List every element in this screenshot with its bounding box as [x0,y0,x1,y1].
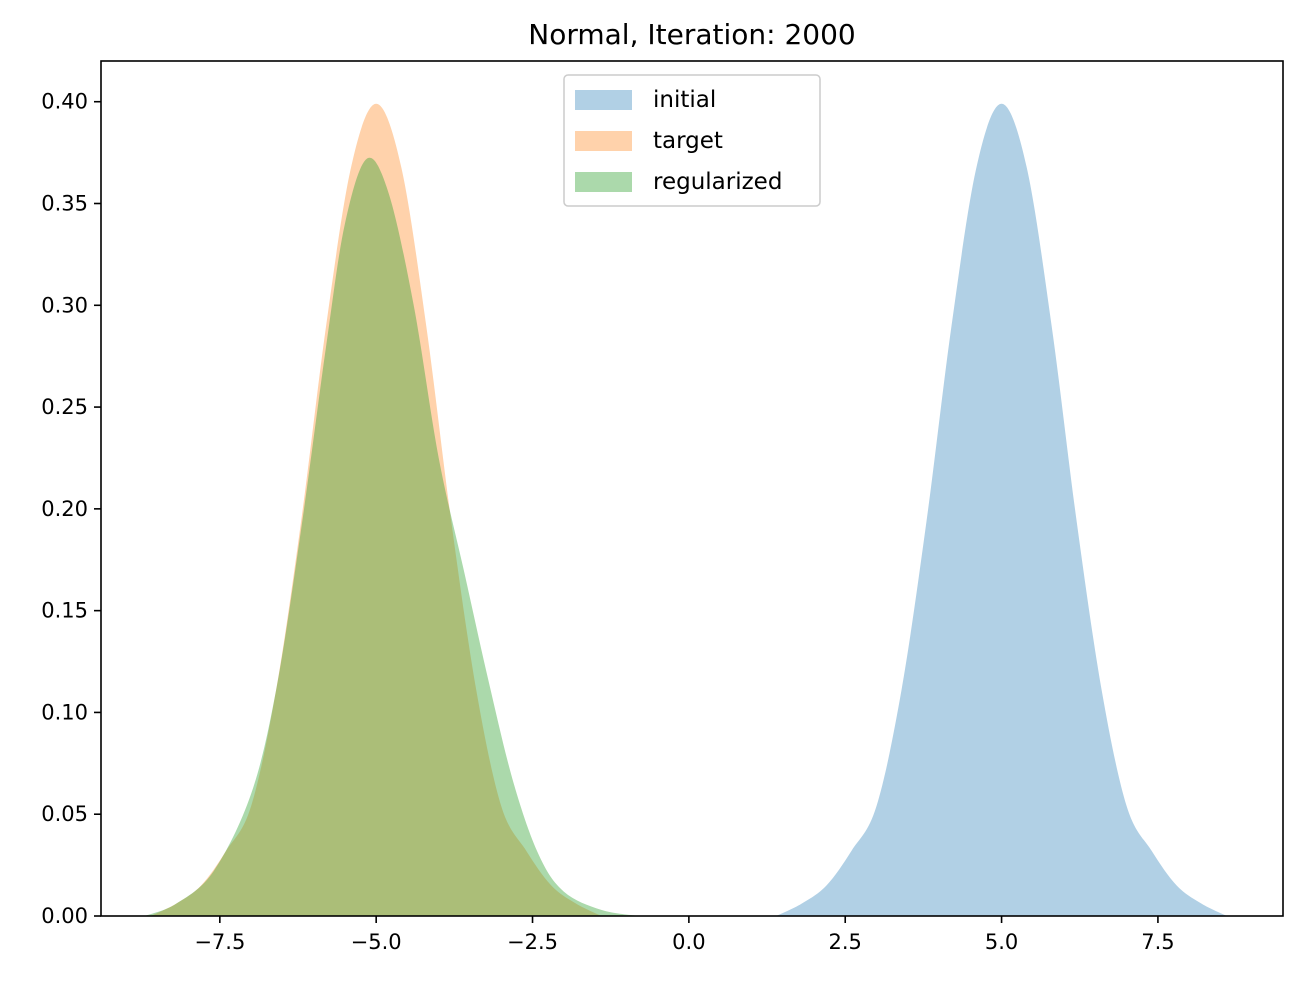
chart-title: Normal, Iteration: 2000 [528,18,855,51]
y-tick-label: 0.20 [41,497,88,521]
legend-swatch-initial [575,90,632,110]
area-initial [776,103,1227,916]
x-tick-label: −5.0 [351,930,402,954]
x-tick-label: −7.5 [194,930,245,954]
y-tick-label: 0.00 [41,904,88,928]
x-tick-label: 5.0 [985,930,1018,954]
legend: initial target regularized [563,74,821,207]
legend-swatch-target [575,131,632,151]
x-tick-label: 0.0 [672,930,705,954]
legend-label-regularized: regularized [653,169,782,195]
axes-frame [100,60,1284,917]
y-tick-label: 0.40 [41,90,88,114]
axes: −7.5 −5.0 −2.5 0.0 2.5 5.0 7.5 0.00 0.05 0.10 0.15… [41,60,1284,954]
x-tick-label: 2.5 [829,930,862,954]
plot-areas [144,103,1227,916]
legend-label-target: target [653,128,723,154]
y-tick-label: 0.30 [41,293,88,317]
y-tick-label: 0.10 [41,700,88,724]
area-target [151,103,602,916]
legend-swatch-regularized [575,172,632,192]
legend-box [563,74,821,207]
y-tick-label: 0.15 [41,599,88,623]
area-regularized [144,157,639,916]
y-tick-label: 0.25 [41,395,88,419]
y-tick-label: 0.05 [41,802,88,826]
legend-label-initial: initial [653,87,716,113]
x-tick-label: −2.5 [507,930,558,954]
y-tick-label: 0.35 [41,192,88,216]
x-tick-label: 7.5 [1141,930,1174,954]
